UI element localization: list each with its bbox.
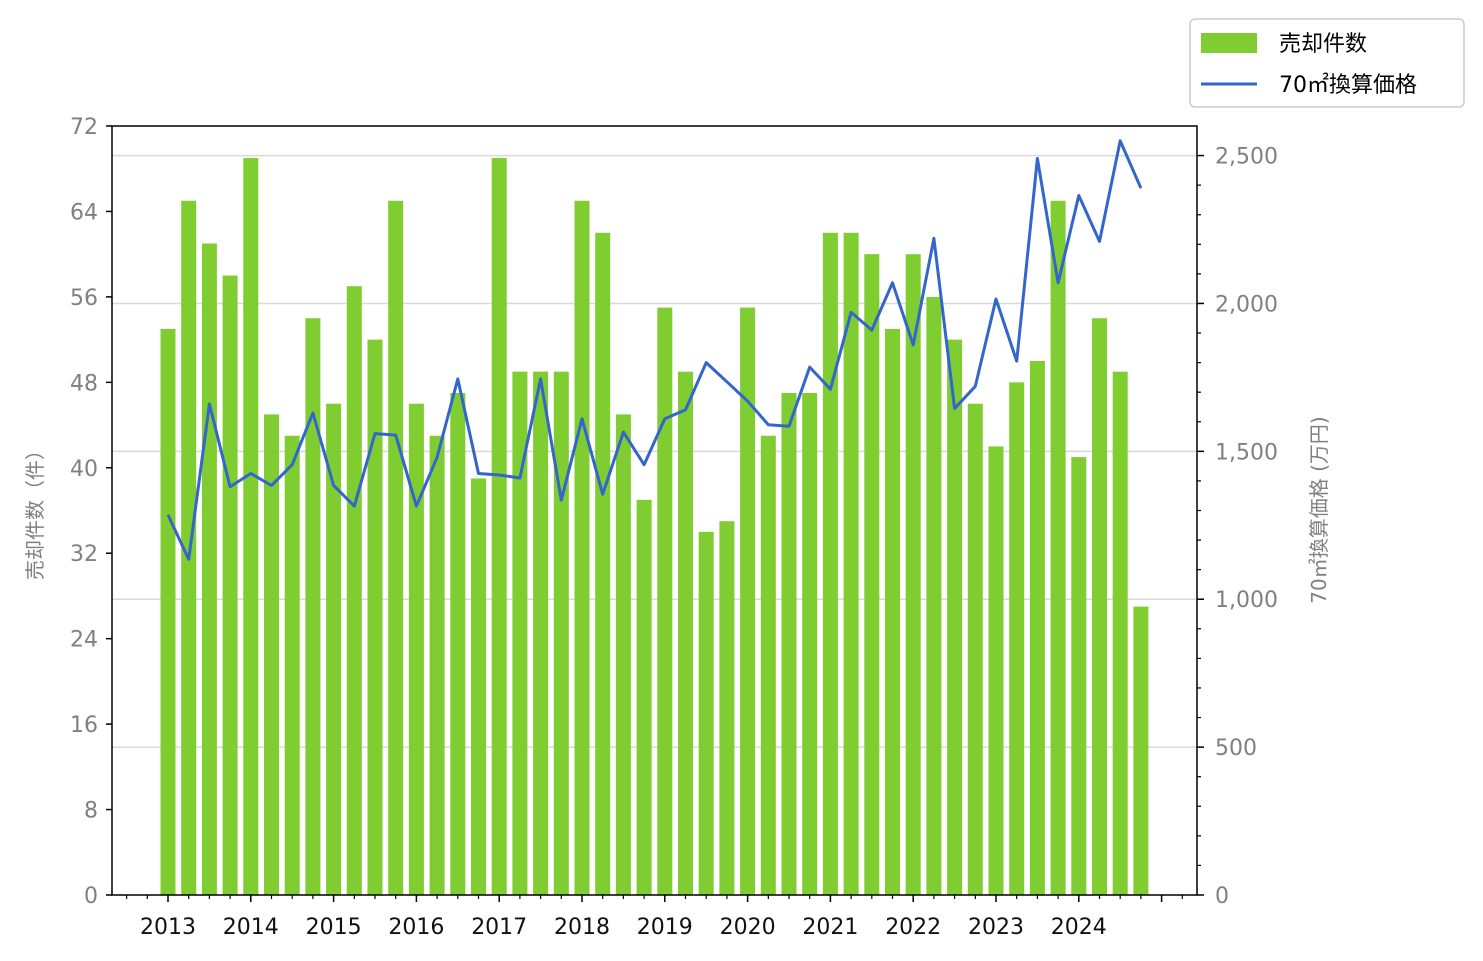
- bar: [574, 200, 590, 895]
- bar: [346, 286, 362, 895]
- right-tick-label: 500: [1215, 736, 1257, 761]
- bar: [740, 307, 756, 895]
- bar: [512, 371, 528, 895]
- bar: [491, 158, 507, 895]
- right-tick-label: 2,000: [1215, 292, 1278, 317]
- bar: [388, 200, 404, 895]
- bar: [1112, 371, 1128, 895]
- x-tick-label: 2023: [968, 915, 1024, 940]
- bar: [408, 403, 424, 895]
- bar: [760, 435, 776, 895]
- bar: [864, 254, 880, 895]
- bar: [201, 243, 217, 896]
- bar: [905, 254, 921, 895]
- bar: [1071, 457, 1087, 895]
- bar: [284, 435, 300, 895]
- bar: [533, 371, 549, 895]
- bar: [843, 232, 859, 896]
- x-tick-label: 2013: [140, 915, 196, 940]
- left-tick-label: 56: [70, 286, 98, 311]
- bar: [967, 403, 983, 895]
- bar: [326, 403, 342, 895]
- left-tick-label: 32: [70, 542, 98, 567]
- bar: [1092, 318, 1107, 895]
- right-tick-label: 2,500: [1215, 145, 1278, 170]
- legend-bar-label: 売却件数: [1279, 32, 1367, 57]
- price-line: [166, 139, 1143, 561]
- x-tick-label: 2018: [554, 915, 610, 940]
- legend-box: [1189, 18, 1465, 108]
- bar: [636, 499, 652, 895]
- bar: [595, 232, 611, 896]
- bar: [222, 275, 238, 895]
- bar: [1133, 606, 1149, 895]
- bar: [429, 435, 445, 895]
- x-axis: 2013 2014 2015 2016 2017 2018 2019 2020 2021 2022…: [125, 895, 1183, 940]
- right-tick-label: 1,500: [1215, 440, 1278, 465]
- bar: [264, 414, 279, 895]
- bar: [926, 296, 942, 895]
- bar: [1009, 382, 1025, 895]
- bar: [678, 371, 693, 895]
- bar: [367, 339, 383, 896]
- bar: [553, 371, 569, 895]
- left-axis-title: 売却件数（件）: [23, 440, 47, 580]
- bar: [450, 393, 466, 895]
- x-tick-label: 2021: [802, 915, 858, 940]
- left-tick-label: 72: [70, 115, 98, 140]
- bar: [719, 521, 735, 895]
- bar-series: [160, 158, 1149, 896]
- left-axis: 0 8 16 24 32 40 48 56 64 72: [70, 115, 112, 909]
- bar: [181, 200, 197, 895]
- bar: [781, 393, 797, 895]
- bar: [471, 478, 486, 895]
- x-tick-label: 2015: [306, 915, 362, 940]
- bar: [1029, 360, 1045, 895]
- bar: [243, 158, 259, 895]
- legend: 売却件数 70㎡換算価格: [1189, 18, 1465, 108]
- x-tick-label: 2014: [223, 915, 279, 940]
- right-axis: 0 500 1,000 1,500 2,000 2,500: [1197, 145, 1278, 909]
- left-tick-label: 16: [70, 713, 98, 738]
- x-tick-label: 2017: [471, 915, 527, 940]
- right-tick-label: 1,000: [1215, 588, 1278, 613]
- bar: [885, 328, 900, 895]
- left-tick-label: 24: [70, 628, 98, 653]
- bar: [802, 393, 818, 895]
- bar: [947, 339, 963, 896]
- left-tick-label: 0: [84, 884, 98, 909]
- x-tick-label: 2019: [637, 915, 693, 940]
- bar: [305, 318, 321, 895]
- bar: [822, 232, 838, 896]
- left-tick-label: 48: [70, 371, 98, 396]
- left-tick-label: 40: [70, 457, 98, 482]
- legend-bar-swatch: [1201, 33, 1257, 53]
- x-tick-label: 2024: [1051, 915, 1107, 940]
- bar: [615, 414, 631, 895]
- right-tick-label: 0: [1215, 884, 1229, 909]
- x-tick-label: 2022: [885, 915, 941, 940]
- bar: [698, 531, 714, 895]
- x-tick-label: 2016: [388, 915, 444, 940]
- legend-line-label: 70㎡換算価格: [1279, 72, 1417, 98]
- bar: [1050, 200, 1066, 895]
- bar: [657, 307, 673, 895]
- right-axis-title: 70㎡換算価格 (万円): [1307, 416, 1331, 603]
- left-tick-label: 64: [70, 200, 98, 225]
- bar: [988, 446, 1004, 895]
- x-tick-label: 2020: [720, 915, 776, 940]
- left-tick-label: 8: [84, 799, 98, 824]
- bar: [160, 328, 176, 895]
